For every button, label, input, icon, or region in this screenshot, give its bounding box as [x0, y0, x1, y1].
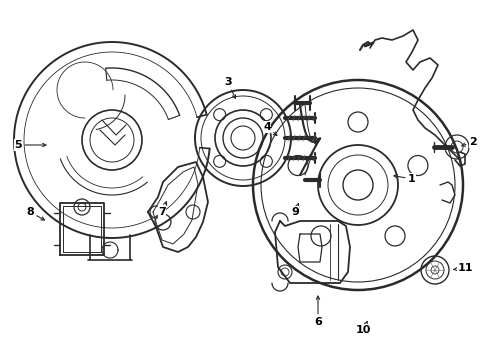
Text: 9: 9 — [290, 203, 298, 217]
Text: 11: 11 — [453, 263, 472, 273]
Text: 6: 6 — [313, 296, 321, 327]
Text: 7: 7 — [158, 202, 166, 217]
Text: 1: 1 — [393, 174, 415, 184]
Text: 4: 4 — [263, 122, 276, 135]
Text: 10: 10 — [355, 321, 370, 335]
Text: 8: 8 — [26, 207, 44, 220]
Text: 2: 2 — [461, 137, 476, 147]
Text: 3: 3 — [224, 77, 235, 98]
Text: 5: 5 — [14, 140, 46, 150]
